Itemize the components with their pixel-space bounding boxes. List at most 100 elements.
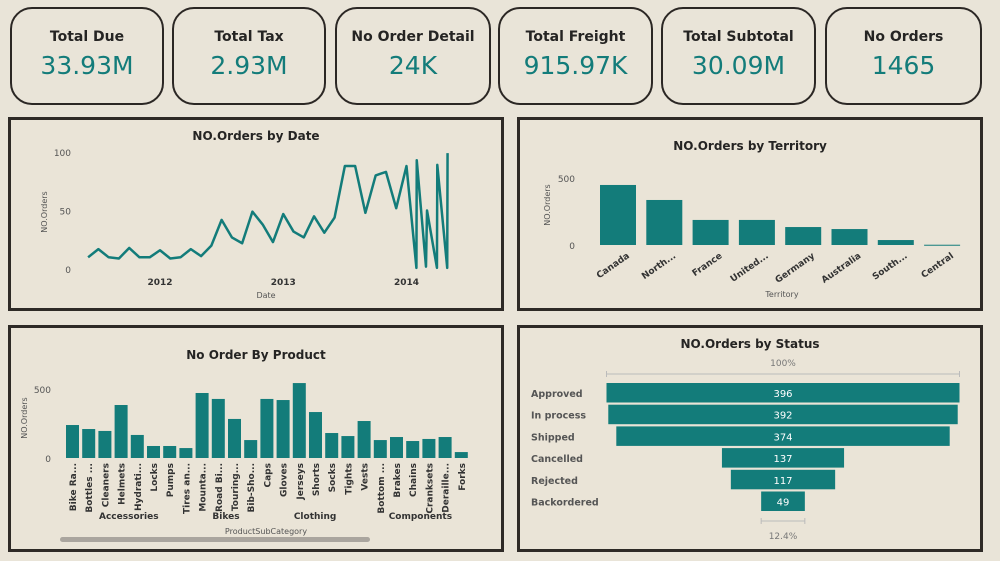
bar bbox=[325, 433, 339, 458]
top-bracket bbox=[606, 371, 960, 377]
top-percent-label: 100% bbox=[770, 359, 796, 369]
bar bbox=[373, 440, 387, 458]
chart-title: NO.Orders by Territory bbox=[673, 139, 827, 153]
x-tick-label: Hydrati... bbox=[134, 463, 144, 511]
x-tick-label: Brakes bbox=[393, 463, 403, 498]
x-axis-label: ProductSubCategory bbox=[225, 527, 307, 536]
bar bbox=[390, 437, 403, 458]
bar bbox=[738, 219, 775, 245]
x-tick-label: North... bbox=[640, 251, 678, 282]
y-tick-label: 0 bbox=[65, 266, 71, 276]
x-axis-label: Date bbox=[256, 291, 275, 300]
bar bbox=[646, 199, 683, 245]
funnel-category: Cancelled bbox=[531, 454, 583, 465]
y-tick-label: 0 bbox=[45, 455, 51, 465]
kpi-value: 915.97K bbox=[523, 51, 628, 80]
kpi-label: No Orders bbox=[863, 29, 944, 45]
kpi-card: No Order Detail 24K bbox=[335, 7, 491, 105]
orders-by-status-panel[interactable]: NO.Orders by Status 100% 396 Approved 392 In… bbox=[517, 325, 983, 552]
x-tick-label: Tights bbox=[344, 463, 354, 495]
orders-by-territory-panel[interactable]: NO.Orders by Territory 0 500 NO.Orders Cana… bbox=[517, 117, 983, 311]
kpi-label: No Order Detail bbox=[351, 29, 475, 45]
bottom-bracket bbox=[760, 518, 806, 524]
funnel-bar bbox=[616, 426, 950, 446]
kpi-label: Total Tax bbox=[214, 29, 284, 45]
group-label: Accessories bbox=[99, 512, 159, 522]
x-tick-label: Mounta... bbox=[199, 463, 209, 512]
funnel-value: 392 bbox=[773, 411, 792, 422]
bar bbox=[98, 430, 112, 458]
x-tick-label: Cleaners bbox=[101, 463, 111, 507]
bar bbox=[454, 452, 468, 458]
bar bbox=[309, 412, 322, 458]
funnel-category: Backordered bbox=[531, 498, 599, 509]
bar bbox=[438, 437, 452, 458]
x-tick-label: 2013 bbox=[271, 278, 296, 288]
x-tick-label: South... bbox=[871, 251, 910, 282]
line-series bbox=[87, 153, 449, 270]
y-tick-label: 500 bbox=[558, 175, 575, 185]
bar bbox=[422, 438, 436, 458]
kpi-card: Total Subtotal 30.09M bbox=[661, 7, 816, 105]
x-tick-label: Helmets bbox=[118, 463, 128, 505]
funnel-bar bbox=[606, 383, 960, 403]
x-tick-label: Bottom ... bbox=[377, 463, 387, 514]
kpi-value: 1465 bbox=[871, 51, 936, 80]
bar bbox=[692, 219, 729, 245]
funnel-bar bbox=[721, 448, 845, 468]
orders-by-date-panel[interactable]: NO.Orders by Date 0 50 100 2012 2013 2014 Date… bbox=[8, 117, 504, 311]
bar bbox=[179, 448, 193, 458]
funnel-value: 49 bbox=[777, 498, 790, 509]
group-label: Clothing bbox=[294, 512, 337, 522]
horizontal-scrollbar[interactable] bbox=[60, 537, 370, 542]
bar bbox=[357, 421, 371, 458]
x-tick-label: Bottles ... bbox=[85, 463, 95, 513]
bar bbox=[114, 405, 128, 458]
x-tick-label: Deraille... bbox=[442, 463, 452, 513]
bar bbox=[276, 400, 290, 458]
x-tick-label: Cranksets bbox=[425, 463, 435, 514]
y-tick-label: 50 bbox=[60, 208, 72, 218]
group-label: Bikes bbox=[212, 512, 239, 522]
x-tick-label: Australia bbox=[820, 251, 863, 285]
bar bbox=[244, 440, 258, 458]
kpi-card: Total Tax 2.93M bbox=[172, 7, 326, 105]
kpi-value: 30.09M bbox=[691, 51, 786, 80]
funnel-bar bbox=[761, 491, 805, 511]
chart-title: No Order By Product bbox=[186, 348, 326, 362]
x-tick-label: Vests bbox=[361, 463, 371, 491]
bar bbox=[195, 393, 209, 458]
x-tick-label: Shorts bbox=[312, 463, 322, 496]
bar bbox=[82, 429, 96, 458]
funnel-value: 396 bbox=[773, 389, 792, 400]
x-tick-label: Canada bbox=[595, 251, 632, 281]
x-tick-label: Gloves bbox=[280, 463, 290, 497]
kpi-value: 2.93M bbox=[210, 51, 288, 80]
x-tick-label: Chains bbox=[409, 463, 419, 497]
funnel-value: 117 bbox=[773, 476, 792, 487]
funnel-category: In process bbox=[531, 411, 586, 422]
x-tick-label: Germany bbox=[774, 251, 817, 285]
funnel-category: Rejected bbox=[531, 476, 578, 487]
kpi-card: Total Due 33.93M bbox=[10, 7, 164, 105]
x-tick-label: 2014 bbox=[394, 278, 419, 288]
kpi-value: 24K bbox=[388, 51, 438, 80]
kpi-value: 33.93M bbox=[40, 51, 134, 80]
x-tick-label: Locks bbox=[150, 463, 160, 492]
bar bbox=[163, 445, 177, 458]
chart-title: NO.Orders by Status bbox=[680, 337, 820, 351]
x-tick-label: Road Bi... bbox=[215, 463, 225, 512]
bar bbox=[600, 184, 636, 245]
orders-by-product-panel[interactable]: No Order By Product 0 500 NO.Orders Bike Ra… bbox=[8, 325, 504, 552]
bar bbox=[66, 425, 79, 458]
y-axis-label: NO.Orders bbox=[543, 184, 552, 225]
bar bbox=[130, 434, 144, 458]
bar bbox=[831, 229, 868, 245]
x-tick-label: Bib-Sho... bbox=[247, 463, 257, 512]
bar bbox=[147, 445, 160, 458]
funnel-bar bbox=[608, 404, 958, 425]
funnel-category: Shipped bbox=[531, 432, 575, 443]
chart-title: NO.Orders by Date bbox=[192, 129, 320, 143]
funnel-value: 137 bbox=[773, 454, 792, 465]
bar bbox=[211, 398, 225, 458]
